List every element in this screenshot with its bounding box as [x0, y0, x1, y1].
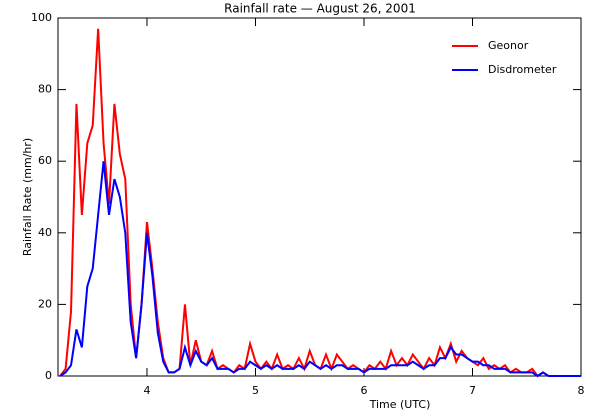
x-tick-label: 5 — [252, 384, 259, 397]
plot-frame — [57, 17, 582, 377]
y-axis-label: Rainfall Rate (mm/hr) — [21, 138, 34, 256]
chart-title: Rainfall rate — August 26, 2001 — [224, 2, 416, 16]
x-tick-label: 7 — [469, 384, 476, 397]
y-tick-label: 60 — [38, 154, 52, 167]
y-tick-label: 20 — [38, 297, 52, 310]
y-tick-label: 0 — [45, 369, 52, 382]
x-axis-label: Time (UTC) — [369, 398, 431, 411]
legend-label: Disdrometer — [488, 63, 557, 76]
y-tick-label: 100 — [31, 11, 52, 24]
x-tick-label: 4 — [143, 384, 150, 397]
y-tick-label: 80 — [38, 83, 52, 96]
x-tick-label: 6 — [360, 384, 367, 397]
y-tick-label: 40 — [38, 226, 52, 239]
x-tick-label: 8 — [578, 384, 585, 397]
data-line — [59, 161, 581, 378]
legend-label: Geonor — [488, 39, 529, 52]
